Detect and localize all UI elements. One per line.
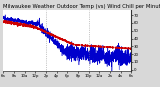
Text: Milwaukee Weather Outdoor Temp (vs) Wind Chill per Minute (Last 24 Hours): Milwaukee Weather Outdoor Temp (vs) Wind… (3, 4, 160, 9)
